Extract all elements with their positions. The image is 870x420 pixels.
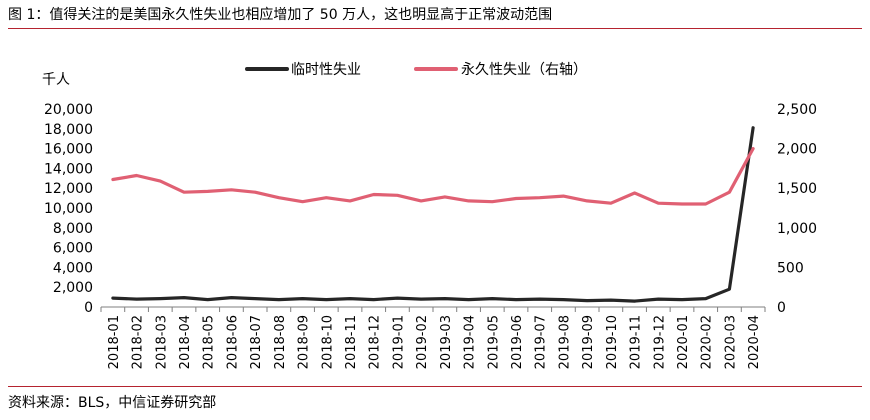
right-y-tick-label: 2,500 — [777, 102, 817, 118]
legend-label: 永久性失业（右轴） — [461, 62, 587, 78]
left-y-tick-label: 10,000 — [44, 201, 93, 217]
x-tick-label: 2018-08 — [273, 315, 288, 369]
x-tick-label: 2019-04 — [463, 315, 478, 369]
left-y-tick-label: 6,000 — [53, 241, 93, 257]
x-tick-label: 2019-07 — [534, 315, 549, 369]
x-tick-label: 2019-02 — [415, 315, 430, 369]
x-tick-label: 2018-04 — [178, 315, 193, 369]
left-y-tick-label: 14,000 — [44, 161, 93, 177]
top-divider — [8, 28, 862, 29]
x-tick-label: 2019-11 — [629, 315, 644, 369]
x-tick-label: 2018-01 — [107, 315, 122, 369]
left-y-tick-label: 18,000 — [44, 122, 93, 138]
x-tick-label: 2018-12 — [368, 315, 383, 369]
x-tick-label: 2018-02 — [131, 315, 146, 369]
x-tick-label: 2018-03 — [154, 315, 169, 369]
right-y-tick-label: 2,000 — [777, 142, 817, 158]
x-tick-label: 2019-08 — [557, 315, 572, 369]
right-y-tick-label: 1,500 — [777, 181, 817, 197]
x-tick-label: 2019-12 — [652, 315, 667, 369]
x-tick-label: 2019-05 — [486, 315, 501, 369]
x-tick-label: 2018-07 — [249, 315, 264, 369]
left-y-tick-label: 0 — [84, 300, 93, 316]
bottom-divider — [8, 386, 862, 387]
x-tick-label: 2019-06 — [510, 315, 525, 369]
left-y-tick-label: 16,000 — [44, 142, 93, 158]
left-y-tick-label: 4,000 — [53, 260, 93, 276]
left-y-tick-label: 20,000 — [44, 102, 93, 118]
x-tick-label: 2018-10 — [320, 315, 335, 369]
x-tick-label: 2019-09 — [581, 315, 596, 369]
right-y-tick-label: 500 — [777, 260, 804, 276]
right-y-tick-label: 0 — [777, 300, 786, 316]
x-tick-label: 2018-06 — [225, 315, 240, 369]
left-y-tick-label: 12,000 — [44, 181, 93, 197]
x-tick-label: 2019-03 — [439, 315, 454, 369]
x-tick-label: 2018-11 — [344, 315, 359, 369]
series-line-temporary — [111, 126, 755, 303]
x-tick-label: 2019-01 — [391, 315, 406, 369]
left-y-tick-label: 8,000 — [53, 221, 93, 237]
x-tick-label: 2020-01 — [676, 315, 691, 369]
x-tick-label: 2018-09 — [297, 315, 312, 369]
series-line-permanent — [111, 147, 755, 206]
legend-label: 临时性失业 — [291, 62, 361, 78]
x-tick-label: 2020-04 — [747, 315, 762, 369]
left-y-tick-label: 2,000 — [53, 280, 93, 296]
source-note: 资料来源：BLS，中信证券研究部 — [8, 395, 217, 411]
left-axis-unit-label: 千人 — [42, 72, 70, 88]
x-tick-label: 2018-05 — [202, 315, 217, 369]
x-tick-label: 2019-10 — [605, 315, 620, 369]
right-y-tick-label: 1,000 — [777, 221, 817, 237]
figure-title: 图 1：值得关注的是美国永久性失业也相应增加了 50 万人，这也明显高于正常波动… — [8, 7, 553, 23]
x-tick-label: 2020-02 — [700, 315, 715, 369]
x-tick-label: 2020-03 — [723, 315, 738, 369]
